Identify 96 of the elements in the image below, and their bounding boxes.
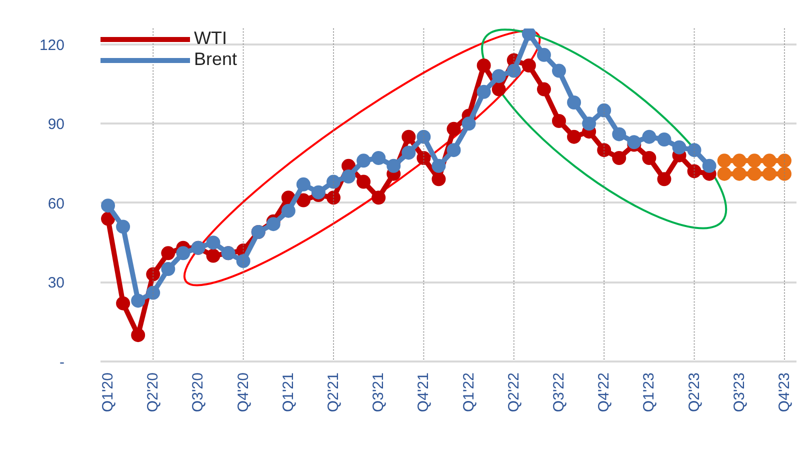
point: [146, 267, 160, 282]
point: [131, 294, 146, 308]
point: [627, 135, 642, 150]
point: [747, 166, 762, 181]
point: [762, 166, 776, 181]
x-tick-label: Q2'20: [144, 372, 162, 412]
point: [552, 64, 566, 78]
x-tick-label: Q2'21: [325, 372, 342, 412]
point: [536, 48, 551, 62]
point: [326, 190, 340, 205]
point: [612, 127, 626, 142]
point: [281, 204, 296, 218]
x-tick-label: Q4'20: [234, 372, 252, 412]
point: [777, 166, 792, 181]
point: [687, 143, 702, 158]
point: [536, 82, 551, 96]
point: [101, 212, 116, 226]
point: [146, 286, 160, 300]
point: [777, 154, 792, 168]
point: [176, 246, 190, 260]
y-tick-label: 90: [48, 116, 65, 134]
point: [386, 158, 401, 173]
point: [372, 190, 386, 205]
point: [582, 116, 596, 131]
point: [462, 116, 476, 131]
point: [702, 158, 716, 173]
point: [476, 58, 491, 72]
legend-label: WTI: [194, 28, 227, 49]
point: [732, 154, 746, 168]
point: [506, 64, 521, 78]
point: [161, 246, 176, 260]
point: [597, 103, 612, 118]
point: [161, 262, 176, 276]
x-tick-label: Q2'22: [505, 372, 522, 412]
point: [416, 151, 431, 165]
point: [642, 151, 656, 165]
point: [342, 170, 356, 184]
point: [402, 146, 416, 160]
point: [131, 328, 146, 342]
x-tick-label: Q3'21: [370, 372, 388, 412]
point: [236, 254, 250, 268]
point: [356, 154, 371, 168]
point: [747, 154, 762, 168]
point: [657, 132, 672, 146]
x-tick-label: Q4'22: [596, 372, 613, 412]
point: [732, 166, 746, 181]
point: [522, 58, 536, 72]
point: [567, 96, 582, 110]
x-tick-label: Q3'22: [550, 372, 568, 412]
point: [642, 130, 656, 144]
point: [657, 172, 672, 186]
point: [717, 166, 732, 181]
y-tick-label: 30: [48, 274, 65, 292]
point: [567, 130, 582, 144]
x-tick-label: Q4'23: [776, 372, 793, 412]
point: [402, 130, 416, 144]
point: [432, 158, 446, 173]
point: [446, 122, 461, 136]
y-tick-label: 120: [39, 36, 65, 54]
legend-label: Brent: [194, 49, 238, 70]
point: [311, 185, 326, 200]
point: [296, 193, 310, 208]
point: [552, 114, 566, 128]
x-tick-label: Q2'23: [686, 372, 703, 412]
x-tick-label: Q1'23: [640, 372, 658, 412]
x-tick-label: Q3'20: [190, 372, 207, 412]
point: [612, 151, 626, 165]
point: [672, 140, 686, 154]
y-tick-label: 60: [48, 195, 65, 212]
x-tick-label: Q3'23: [730, 372, 748, 412]
point: [687, 164, 702, 178]
point: [432, 172, 446, 186]
point: [296, 177, 310, 192]
point: [717, 154, 732, 168]
point: [266, 217, 280, 232]
point: [372, 151, 386, 165]
point: [116, 296, 130, 310]
point: [356, 174, 371, 189]
point: [476, 84, 491, 99]
point: [762, 154, 776, 168]
point: [522, 28, 536, 41]
point: [492, 69, 506, 84]
x-tick-label: Q1'22: [460, 372, 478, 412]
x-tick-label: Q1'21: [280, 372, 297, 412]
point: [101, 198, 116, 213]
x-tick-label: Q1'20: [100, 372, 117, 412]
point: [206, 236, 220, 250]
x-tick-label: Q4'21: [415, 372, 432, 412]
point: [326, 174, 340, 189]
point: [206, 248, 220, 263]
point: [492, 82, 506, 96]
point: [416, 130, 431, 144]
point: [116, 220, 130, 234]
point: [597, 143, 612, 158]
point: [446, 143, 461, 158]
y-tick-label: -: [60, 354, 65, 371]
